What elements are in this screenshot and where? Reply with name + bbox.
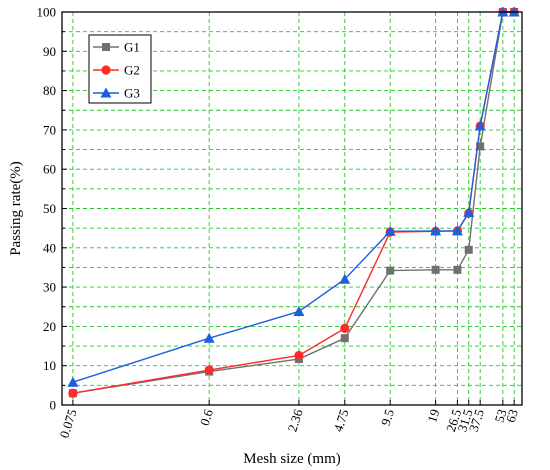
y-tick-label: 40 [43, 240, 56, 255]
legend-label-g2: G2 [124, 63, 140, 78]
x-tick-label: 63 [503, 407, 521, 424]
y-tick-labels: 0 10 20 30 40 50 60 70 80 90 100 [37, 5, 57, 413]
y-axis-title: Passing rate(%) [8, 161, 24, 256]
y-tick-label: 70 [43, 122, 56, 137]
series-layer [67, 6, 520, 398]
legend: G1 G2 G3 [88, 34, 152, 104]
legend-marker-g3 [100, 87, 112, 98]
x-tick-label: 0.6 [197, 407, 216, 428]
data-point-g3 [339, 273, 351, 284]
legend-marker-g1 [102, 43, 110, 51]
x-tick-label: 53 [491, 407, 509, 424]
series-g3 [67, 6, 520, 387]
data-point-g3 [463, 206, 475, 217]
y-tick-label: 60 [43, 162, 56, 177]
data-point-g1 [431, 265, 440, 274]
x-tick-label: 2.36 [284, 407, 305, 434]
data-point-g3 [293, 305, 305, 316]
legend-label-g1: G1 [124, 40, 140, 55]
y-tick-label: 0 [50, 398, 57, 413]
data-point-g2 [68, 388, 78, 398]
data-point-g3 [474, 120, 486, 131]
data-point-g2 [340, 323, 350, 333]
y-tick-label: 90 [43, 44, 56, 59]
x-tick-label: 9.5 [378, 407, 397, 427]
y-tick-label: 80 [43, 83, 56, 98]
data-point-g2 [294, 350, 304, 361]
y-tick-label: 30 [43, 280, 56, 295]
x-tick-label: 0.075 [56, 407, 79, 439]
data-point-g1 [476, 142, 485, 151]
data-point-g3 [203, 332, 215, 343]
x-tick-label: 4.75 [330, 407, 351, 433]
data-point-g3 [67, 376, 79, 387]
x-axis-title: Mesh size (mm) [243, 451, 340, 467]
y-tick-label: 20 [43, 319, 56, 334]
data-point-g2 [204, 365, 214, 375]
x-tick-label: 37.5 [466, 407, 487, 433]
data-point-g1 [453, 265, 462, 274]
data-point-g1 [386, 266, 395, 275]
axis-ticks [62, 11, 515, 406]
y-tick-label: 100 [37, 5, 57, 20]
x-tick-label: 19 [424, 407, 442, 424]
data-point-g3 [430, 225, 442, 236]
x-tick-label: 26.5 [443, 407, 464, 433]
y-tick-label: 50 [43, 201, 56, 216]
data-point-g1 [340, 334, 349, 343]
data-point-g3 [384, 225, 396, 236]
legend-label-g3: G3 [124, 86, 140, 101]
x-tick-label: 31.5 [454, 407, 475, 433]
data-point-g3 [451, 225, 463, 236]
y-tick-label: 10 [43, 358, 56, 373]
legend-marker-g2 [101, 65, 111, 75]
data-point-g1 [464, 245, 473, 254]
